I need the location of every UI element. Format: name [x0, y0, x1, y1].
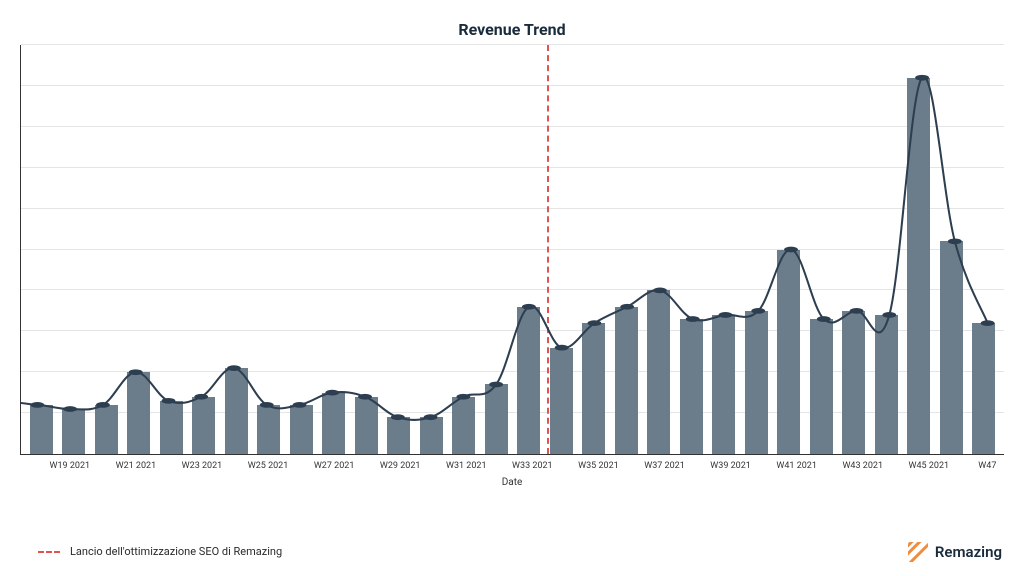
x-tick-label [949, 461, 975, 471]
bar [485, 384, 508, 454]
x-tick-label: W33 2021 [512, 461, 553, 471]
x-tick-label [685, 461, 711, 471]
x-tick-label [24, 461, 50, 471]
bar [62, 409, 85, 454]
x-tick-label: W45 2021 [909, 461, 950, 471]
bar [777, 250, 800, 455]
bar [550, 348, 573, 454]
x-tick-label [553, 461, 579, 471]
bar [387, 417, 410, 454]
bar [192, 397, 215, 454]
x-tick-label: W27 2021 [314, 461, 355, 471]
bar [517, 307, 540, 454]
bar [647, 290, 670, 454]
bar [972, 323, 995, 454]
bar [582, 323, 605, 454]
x-tick-label [288, 461, 314, 471]
x-axis-labels: W19 2021 W21 2021 W23 2021 W25 2021 W27 2021… [20, 461, 1004, 471]
bar [680, 319, 703, 454]
x-axis-title: Date [20, 477, 1004, 488]
x-tick-label: W23 2021 [182, 461, 223, 471]
x-tick-label [619, 461, 645, 471]
bar [940, 241, 963, 454]
bar [810, 319, 833, 454]
x-tick-label [883, 461, 909, 471]
bar [842, 311, 865, 454]
x-tick-label: W19 2021 [50, 461, 91, 471]
brand: Remazing [908, 542, 1002, 562]
x-tick-label: W41 2021 [776, 461, 817, 471]
reference-line [547, 45, 549, 454]
x-tick-label [751, 461, 777, 471]
x-tick-label [354, 461, 380, 471]
x-tick-label [817, 461, 843, 471]
x-tick-label: W39 2021 [710, 461, 751, 471]
bar [322, 393, 345, 454]
bar [30, 405, 53, 454]
x-tick-label [156, 461, 182, 471]
bar [290, 405, 313, 454]
bars-group [21, 45, 1004, 454]
bar [745, 311, 768, 454]
x-tick-label [222, 461, 248, 471]
x-tick-label: W43 2021 [842, 461, 883, 471]
x-tick-label [420, 461, 446, 471]
bar [225, 368, 248, 454]
bar [355, 397, 378, 454]
bar [875, 315, 898, 454]
legend: Lancio dell'ottimizzazione SEO di Remazi… [38, 545, 282, 558]
bar [160, 401, 183, 454]
brand-name: Remazing [935, 543, 1002, 561]
x-tick-label: W21 2021 [116, 461, 157, 471]
chart-container: Revenue Trend W19 2021 W21 2021 W23 2021 W2… [20, 20, 1004, 521]
chart-title: Revenue Trend [20, 20, 1004, 39]
x-tick-label: W29 2021 [380, 461, 421, 471]
bar [420, 417, 443, 454]
bar [452, 397, 475, 454]
plot-area [20, 45, 1004, 455]
bar [257, 405, 280, 454]
x-tick-label: W47 [975, 461, 1001, 471]
brand-logo-icon [908, 542, 928, 562]
legend-label: Lancio dell'ottimizzazione SEO di Remazi… [70, 545, 282, 558]
bar [127, 372, 150, 454]
bar [907, 78, 930, 454]
legend-dash-icon [38, 551, 60, 553]
x-tick-label: W37 2021 [644, 461, 685, 471]
x-tick-label: W25 2021 [248, 461, 289, 471]
bar [615, 307, 638, 454]
x-tick-label [90, 461, 116, 471]
x-tick-label: W31 2021 [446, 461, 487, 471]
x-tick-label [487, 461, 513, 471]
bar [95, 405, 118, 454]
bar [712, 315, 735, 454]
x-tick-label: W35 2021 [578, 461, 619, 471]
